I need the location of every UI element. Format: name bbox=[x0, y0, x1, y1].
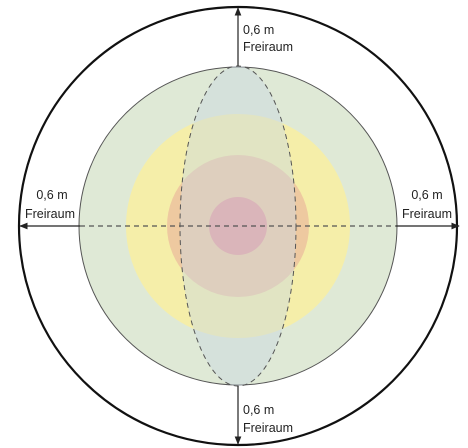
top-distance-label: 0,6 m bbox=[243, 23, 274, 37]
bottom-distance-label: 0,6 m bbox=[243, 403, 274, 417]
bottom-caption-label: Freiraum bbox=[243, 421, 293, 435]
top-caption-label: Freiraum bbox=[243, 40, 293, 54]
right-caption-label: Freiraum bbox=[402, 207, 452, 221]
left-distance-label: 0,6 m bbox=[36, 188, 67, 202]
right-distance-label: 0,6 m bbox=[411, 188, 442, 202]
left-caption-label: Freiraum bbox=[25, 207, 75, 221]
